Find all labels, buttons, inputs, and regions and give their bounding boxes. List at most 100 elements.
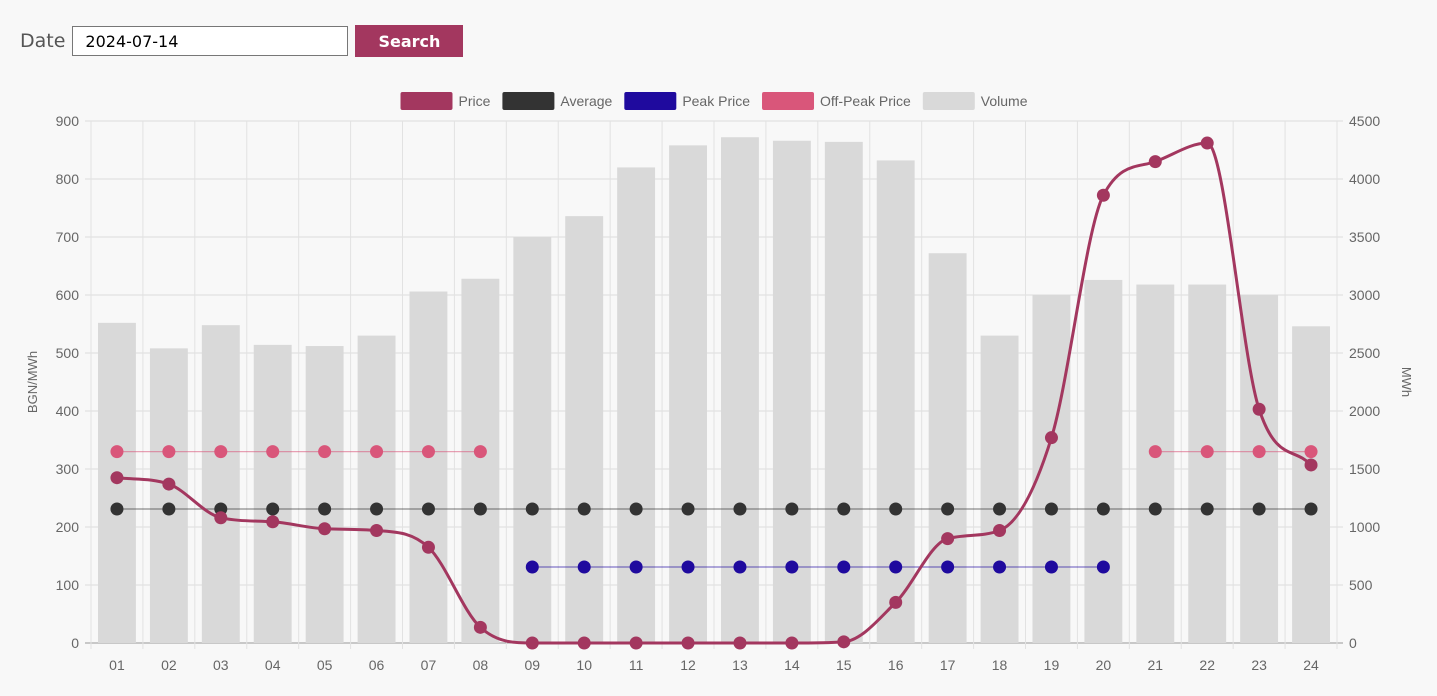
- y-right-tick-label: 500: [1349, 577, 1373, 593]
- legend-label-off-peak-price[interactable]: Off-Peak Price: [820, 93, 911, 109]
- average-point: [889, 502, 903, 516]
- legend-swatch-peak-price[interactable]: [624, 92, 677, 110]
- price-point: [629, 636, 643, 650]
- price-point: [733, 636, 747, 650]
- volume-bar: [980, 335, 1019, 643]
- y-left-tick-label: 900: [56, 113, 80, 129]
- x-tick-label: 21: [1148, 657, 1164, 673]
- price-point: [785, 636, 799, 650]
- x-tick-label: 04: [265, 657, 281, 673]
- average-point: [941, 502, 955, 516]
- volume-bar: [513, 237, 552, 643]
- y-right-tick-label: 1500: [1349, 461, 1380, 477]
- legend-swatch-volume[interactable]: [922, 92, 975, 110]
- price-point: [577, 636, 591, 650]
- x-tick-label: 03: [213, 657, 229, 673]
- offpeak-price-point: [214, 445, 228, 459]
- x-tick-label: 17: [940, 657, 956, 673]
- volume-bar: [461, 278, 500, 643]
- price-point: [421, 540, 435, 554]
- chart-grid: [85, 120, 1343, 649]
- volume-bar: [357, 335, 396, 643]
- volume-bar: [565, 216, 604, 643]
- average-point: [266, 502, 280, 516]
- y-right-tick-label: 3000: [1349, 287, 1380, 303]
- x-tick-label: 05: [317, 657, 333, 673]
- price-point: [889, 595, 903, 609]
- price-point: [1252, 402, 1266, 416]
- price-point: [266, 515, 280, 529]
- price-point: [370, 523, 384, 537]
- offpeak-price-point: [1200, 445, 1214, 459]
- x-tick-label: 13: [732, 657, 748, 673]
- y-left-tick-label: 400: [56, 403, 80, 419]
- average-point: [318, 502, 332, 516]
- legend-label-volume[interactable]: Volume: [981, 93, 1028, 109]
- volume-bar: [669, 145, 707, 644]
- price-point: [1200, 136, 1214, 150]
- volume-bar: [305, 346, 344, 643]
- y-left-tick-label: 600: [56, 287, 80, 303]
- x-tick-label: 07: [421, 657, 437, 673]
- volume-bars: [98, 137, 1330, 644]
- price-point: [162, 477, 176, 491]
- price-point: [214, 511, 228, 525]
- offpeak-price-point: [370, 445, 384, 459]
- peak-price-point: [941, 560, 955, 574]
- date-search-form: Date Search: [20, 25, 464, 57]
- average-point: [421, 502, 435, 516]
- x-tick-label: 14: [784, 657, 800, 673]
- date-input[interactable]: [72, 26, 349, 56]
- legend-swatch-average[interactable]: [502, 92, 555, 110]
- y-left-tick-label: 0: [71, 635, 79, 651]
- offpeak-price-point: [1148, 445, 1162, 459]
- average-point: [1200, 502, 1214, 516]
- search-button[interactable]: Search: [355, 25, 464, 57]
- average-point: [681, 502, 695, 516]
- x-tick-label: 08: [473, 657, 489, 673]
- legend-label-peak-price[interactable]: Peak Price: [682, 93, 750, 109]
- offpeak-price-point: [266, 445, 280, 459]
- x-tick-label: 15: [836, 657, 852, 673]
- volume-bar: [824, 141, 863, 643]
- x-tick-label: 20: [1096, 657, 1112, 673]
- y-right-tick-label: 4000: [1349, 171, 1380, 187]
- average-point: [733, 502, 747, 516]
- price-point: [473, 620, 487, 634]
- legend-swatch-price[interactable]: [400, 92, 453, 110]
- y-right-tick-label: 3500: [1349, 229, 1380, 245]
- y-left-axis-title: BGN/MWh: [25, 351, 40, 413]
- y-right-tick-label: 0: [1349, 635, 1357, 651]
- price-point: [941, 532, 955, 546]
- y-left-tick-label: 700: [56, 229, 80, 245]
- volume-bar: [928, 253, 967, 644]
- x-tick-label: 24: [1303, 657, 1319, 673]
- y-left-tick-label: 200: [56, 519, 80, 535]
- volume-bar: [201, 325, 240, 643]
- legend-label-price[interactable]: Price: [459, 93, 491, 109]
- average-point: [1304, 502, 1318, 516]
- peak-price-point: [889, 560, 903, 574]
- x-tick-label: 18: [992, 657, 1008, 673]
- peak-price-point: [837, 560, 851, 574]
- average-point: [1044, 502, 1058, 516]
- volume-bar: [1032, 295, 1071, 643]
- x-tick-label: 12: [680, 657, 696, 673]
- peak-price-point: [525, 560, 539, 574]
- y-right-tick-label: 2000: [1349, 403, 1380, 419]
- volume-bar: [253, 344, 292, 643]
- x-tick-label: 22: [1199, 657, 1215, 673]
- volume-bar: [1188, 284, 1227, 643]
- average-point: [1148, 502, 1162, 516]
- legend-label-average[interactable]: Average: [560, 93, 612, 109]
- chart-legend[interactable]: Price Average Peak Price Off-Peak Price Volu…: [400, 92, 1028, 110]
- price-point: [1044, 431, 1058, 445]
- offpeak-price-point: [1304, 445, 1318, 459]
- x-tick-label: 01: [109, 657, 125, 673]
- x-tick-label: 02: [161, 657, 177, 673]
- y-right-tick-label: 2500: [1349, 345, 1380, 361]
- price-point: [318, 522, 332, 536]
- legend-swatch-off-peak-price[interactable]: [762, 92, 815, 110]
- peak-price-point: [577, 560, 591, 574]
